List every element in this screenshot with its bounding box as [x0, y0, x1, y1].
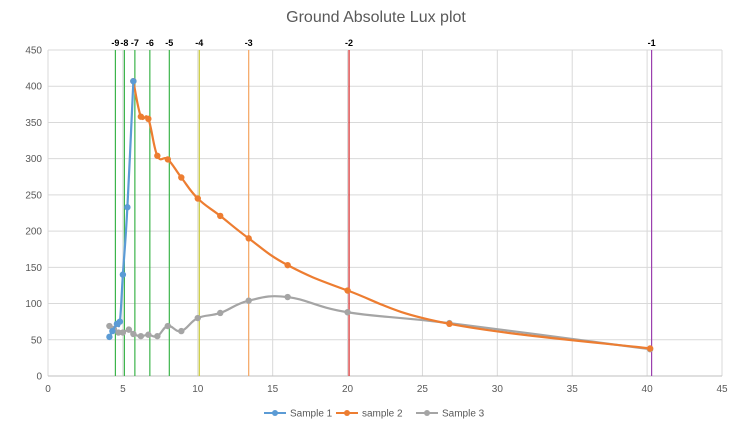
legend-item: Sample 3	[416, 409, 485, 420]
reference-line-label: -5	[165, 38, 173, 48]
legend: Sample 1 sample 2 Sample 3	[264, 409, 485, 420]
data-point	[164, 322, 172, 330]
series-layer	[106, 77, 654, 353]
legend-swatch-marker	[424, 410, 430, 416]
x-tick-label: 0	[45, 384, 51, 395]
data-point	[154, 332, 161, 340]
data-point	[178, 174, 185, 181]
data-point	[217, 212, 224, 220]
data-point	[154, 152, 161, 159]
x-tick-label: 35	[567, 384, 579, 395]
data-point	[217, 309, 224, 317]
reference-lines: -9 -8 -7 -6 -5 -4 -3 -2 -1	[111, 38, 656, 376]
legend-swatch-marker	[272, 410, 278, 416]
data-point	[446, 320, 453, 328]
y-tick-label: 100	[25, 299, 42, 310]
data-point	[145, 331, 152, 338]
data-point	[344, 287, 351, 294]
series-sample-3	[106, 293, 654, 353]
data-point	[109, 327, 116, 335]
x-tick-label: 40	[642, 384, 654, 395]
x-tick-label: 10	[192, 384, 204, 395]
reference-line-label: -1	[648, 38, 656, 48]
data-point	[115, 329, 122, 336]
y-tick-label: 300	[25, 154, 42, 165]
data-point	[194, 195, 201, 202]
reference-line-label: -8	[120, 38, 128, 48]
data-point	[106, 333, 113, 341]
reference-line-label: -6	[146, 38, 154, 48]
data-point	[116, 318, 124, 325]
reference-line-label: -3	[245, 38, 253, 48]
data-point	[194, 314, 201, 322]
data-point	[130, 77, 137, 85]
grid	[47, 49, 723, 377]
y-tick-label: 400	[25, 82, 42, 93]
x-tick-label: 20	[342, 384, 354, 395]
data-point	[284, 293, 291, 301]
data-point	[145, 115, 152, 123]
data-point	[284, 261, 291, 269]
legend-item: sample 2	[336, 409, 403, 420]
data-point	[130, 330, 137, 338]
x-tick-label: 25	[417, 384, 429, 395]
reference-line-label: -7	[131, 38, 139, 48]
y-tick-label: 250	[25, 190, 42, 201]
data-point	[137, 332, 145, 340]
y-tick-label: 0	[36, 372, 42, 383]
legend-label: Sample 3	[442, 409, 485, 420]
legend-label: Sample 1	[290, 409, 333, 420]
legend-label: sample 2	[362, 409, 403, 420]
data-point	[119, 271, 127, 278]
y-tick-label: 150	[25, 263, 42, 274]
legend-swatch-marker	[344, 410, 350, 416]
axes: 0 50 100 150 200 250 300 350 400 450 0 5 10 15 20 25 30 3…	[25, 46, 728, 396]
data-point	[125, 326, 133, 333]
data-point	[245, 297, 252, 304]
data-point	[178, 327, 185, 335]
y-tick-label: 50	[31, 335, 43, 346]
x-tick-label: 5	[120, 384, 126, 395]
reference-line-label: -4	[195, 38, 203, 48]
x-tick-label: 15	[267, 384, 279, 395]
data-point	[344, 309, 351, 316]
x-tick-label: 30	[492, 384, 504, 395]
data-point	[119, 329, 127, 336]
series-sample-1	[106, 77, 137, 341]
reference-line-label: -2	[345, 38, 353, 48]
y-tick-label: 200	[25, 227, 42, 238]
x-tick-label: 45	[716, 384, 728, 395]
data-point	[124, 204, 131, 211]
y-tick-label: 350	[25, 118, 42, 129]
chart-title: Ground Absolute Lux plot	[286, 9, 466, 26]
data-point	[245, 235, 252, 242]
reference-line-label: -9	[111, 38, 119, 48]
data-point	[164, 156, 172, 163]
legend-item: Sample 1	[264, 409, 333, 420]
data-point	[646, 345, 654, 352]
data-point	[137, 113, 145, 120]
y-tick-label: 450	[25, 46, 42, 57]
series-sample-2	[130, 77, 654, 352]
